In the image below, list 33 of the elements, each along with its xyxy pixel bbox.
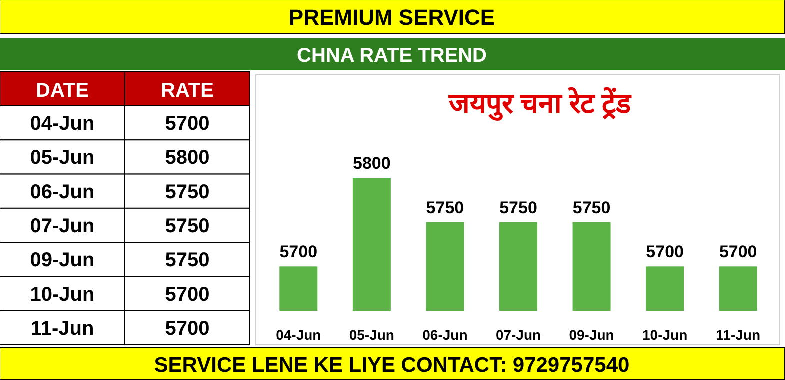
x-tick-label: 07-Jun — [496, 327, 542, 343]
data-label: 5700 — [165, 113, 210, 136]
data-label: 5750 — [165, 250, 210, 272]
category-label: 04-Jun — [30, 113, 95, 136]
text: SERVICE LENE KE LIYE CONTACT: 9729757540 — [154, 354, 630, 377]
data-label: 5750 — [165, 181, 210, 204]
category-label: 09-Jun — [30, 250, 95, 272]
text: DATE — [36, 80, 89, 102]
x-tick-label: 09-Jun — [569, 327, 614, 343]
data-label: 5700 — [646, 242, 684, 262]
x-tick-label: 11-Jun — [716, 327, 761, 343]
text: RATE — [161, 80, 214, 102]
data-label: 5750 — [426, 198, 464, 218]
data-label: 5700 — [165, 284, 210, 306]
x-tick-label: 10-Jun — [642, 327, 688, 343]
chart-subtitle: CHNA RATE TREND — [297, 45, 487, 67]
data-label: 5800 — [165, 147, 210, 170]
data-label: 5750 — [500, 198, 538, 218]
x-tick-label: 04-Jun — [276, 327, 322, 343]
data-label: 5700 — [280, 242, 318, 262]
category-label: 05-Jun — [30, 147, 95, 170]
category-label: 07-Jun — [30, 216, 95, 238]
data-label: 5800 — [353, 154, 391, 173]
data-label: 5700 — [719, 242, 758, 262]
category-label: 10-Jun — [30, 284, 95, 306]
x-tick-label: 06-Jun — [422, 327, 468, 343]
x-tick-label: 05-Jun — [349, 327, 394, 343]
data-label: 5750 — [165, 216, 210, 238]
text: PREMIUM SERVICE — [288, 5, 496, 30]
chart-title: जयपुर चना रेट ट्रेंड — [448, 87, 632, 121]
category-label: 06-Jun — [30, 181, 95, 204]
data-label: 5750 — [572, 198, 611, 218]
data-label: 5700 — [165, 318, 210, 340]
